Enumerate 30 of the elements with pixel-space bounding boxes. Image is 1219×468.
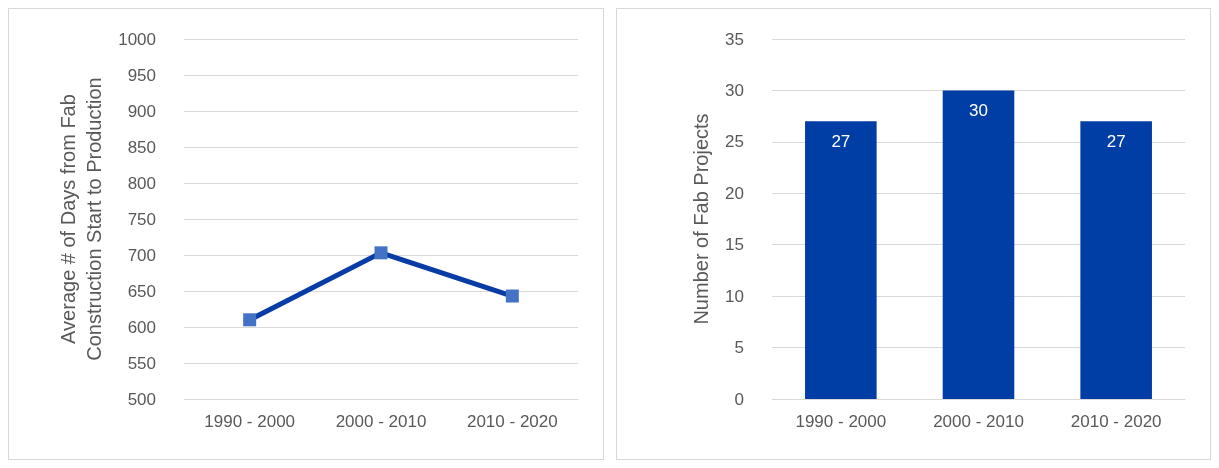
y-tick-label: 750 (127, 209, 156, 229)
y-tick-label: 800 (127, 173, 156, 193)
x-tick-label: 2000 - 2010 (933, 412, 1024, 431)
y-tick-label: 5 (734, 338, 744, 358)
y-tick-label: 1000 (118, 29, 156, 49)
data-label: 27 (1106, 132, 1126, 152)
y-tick-label: 550 (127, 353, 156, 373)
y-tick-label: 950 (127, 65, 156, 85)
x-tick-label: 1990 - 2000 (204, 412, 296, 431)
x-tick-label: 2010 - 2020 (1070, 412, 1162, 431)
y-tick-label: 650 (127, 281, 156, 301)
y-tick-label: 25 (725, 132, 744, 152)
y-tick-label: 30 (725, 80, 744, 100)
y-tick-label: 700 (127, 245, 156, 265)
y-tick-label: 20 (725, 183, 744, 203)
y-tick-label: 0 (734, 389, 744, 409)
y-tick-label: 15 (725, 235, 744, 255)
y-axis-title: Number of Fab Projects (690, 113, 713, 325)
x-tick-label: 2000 - 2010 (335, 412, 427, 431)
data-label: 30 (969, 101, 988, 121)
data-label: 27 (831, 132, 851, 152)
y-tick-label: 850 (127, 137, 156, 157)
y-axis-title: Average # of Days from Fab Construction Start to Production (57, 77, 106, 361)
y-tick-label: 500 (127, 389, 156, 409)
y-tick-label: 10 (725, 286, 744, 306)
y-tick-label: 900 (127, 101, 156, 121)
x-tick-label: 2010 - 2020 (466, 412, 558, 431)
y-tick-label: 35 (725, 29, 744, 49)
x-tick-label: 1990 - 2000 (795, 412, 887, 431)
y-tick-label: 600 (127, 317, 156, 337)
